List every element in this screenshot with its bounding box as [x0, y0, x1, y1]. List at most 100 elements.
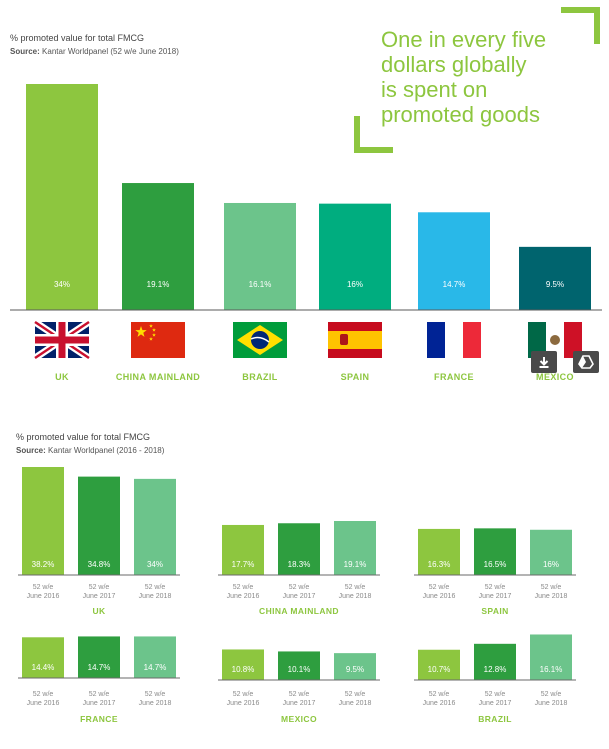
- panel-4-bar-label-3: 14.7%: [144, 663, 167, 672]
- download-button[interactable]: [531, 351, 557, 373]
- top-country-label-5: FRANCE: [434, 372, 474, 382]
- panel-4-tick-1: 52 w/e June 2016: [27, 691, 60, 707]
- panel-2-tick-2: 52 w/e June 2017: [283, 584, 316, 600]
- panel-2-bar-label-3: 19.1%: [344, 560, 367, 569]
- brazil-flag-icon: [233, 322, 287, 358]
- bracket-top-right: [561, 7, 600, 44]
- panel-6-tick-1: 52 w/e June 2016: [423, 691, 456, 707]
- panel-1-bar-1: [22, 467, 64, 575]
- panel-2-bar-1: [222, 524, 264, 575]
- bottom-chart-title: % promoted value for total FMCG: [16, 432, 151, 442]
- top-bar-label-6: 9.5%: [546, 280, 564, 289]
- uk-flag-icon: [33, 319, 91, 361]
- panel-3-title: SPAIN: [481, 606, 508, 616]
- bracket-bottom-left: [354, 116, 393, 153]
- top-source-label: Source:: [10, 47, 40, 56]
- panel-6-bar-label-3: 16.1%: [540, 665, 563, 674]
- panel-uk: 38.2% 52 w/e June 2016 34.8% 52 w/e June 2017…: [18, 467, 180, 616]
- panel-2-bar-2: [278, 523, 320, 575]
- panel-5-tick-2: 52 w/e June 2017: [283, 691, 316, 707]
- panel-3-bar-2: [474, 528, 516, 575]
- panel-5-bar-label-3: 9.5%: [346, 665, 364, 674]
- panel-2-title: CHINA MAINLAND: [259, 606, 339, 616]
- headline-line-4: promoted goods: [381, 102, 540, 127]
- panel-1-title: UK: [92, 606, 106, 616]
- bottom-source-label: Source:: [16, 446, 46, 455]
- panel-1-bar-3: [134, 478, 176, 575]
- panel-2-bar-3: [334, 521, 376, 575]
- panel-1-tick-2: 52 w/e June 2017: [83, 584, 116, 600]
- top-bar-chart: 34% 19.1% 16.1% 16% 14.7% 9.5% UK CHINA MAINLAN…: [10, 84, 602, 382]
- drive-button[interactable]: [573, 351, 599, 373]
- panel-1-bar-label-3: 34%: [147, 560, 163, 569]
- panel-4-bar-3: [134, 636, 176, 678]
- top-chart-title: % promoted value for total FMCG: [10, 33, 145, 43]
- top-bar-label-2: 19.1%: [147, 280, 170, 289]
- panel-3-bar-3: [530, 529, 572, 575]
- panel-6-bar-label-1: 10.7%: [428, 665, 451, 674]
- panel-3-tick-3: 52 w/e June 2018: [535, 584, 568, 600]
- panel-1-tick-1: 52 w/e June 2016: [27, 584, 60, 600]
- panel-6-bar-label-2: 12.8%: [484, 665, 507, 674]
- top-bar-5: [418, 212, 490, 310]
- panel-3-tick-1: 52 w/e June 2016: [423, 584, 456, 600]
- panel-4-title: FRANCE: [80, 714, 118, 724]
- top-bar-2: [122, 183, 194, 310]
- china-flag-icon: [131, 322, 185, 358]
- panel-china-mainland: 17.7% 52 w/e June 2016 18.3% 52 w/e June 2017…: [218, 521, 380, 616]
- panel-3-bar-label-3: 16%: [543, 560, 559, 569]
- panel-6-tick-2: 52 w/e June 2017: [479, 691, 512, 707]
- google-drive-icon: [578, 355, 594, 369]
- top-country-label-3: BRAZIL: [242, 372, 277, 382]
- top-bar-1: [26, 84, 98, 310]
- panel-1-bar-label-1: 38.2%: [32, 560, 55, 569]
- top-bar-label-3: 16.1%: [249, 280, 272, 289]
- mexico-flag-icon: [528, 322, 582, 358]
- bottom-chart-source: Source: Kantar Worldpanel (2016 - 2018): [16, 446, 164, 455]
- panel-5-bar-3: [334, 653, 376, 680]
- top-bar-3: [224, 202, 296, 310]
- panel-4-tick-2: 52 w/e June 2017: [83, 691, 116, 707]
- top-country-label-1: UK: [55, 372, 69, 382]
- panel-5-tick-3: 52 w/e June 2018: [339, 691, 372, 707]
- panel-6-tick-3: 52 w/e June 2018: [535, 691, 568, 707]
- panel-1-bar-2: [78, 476, 120, 575]
- panel-3-bar-1: [418, 528, 460, 575]
- panel-mexico: 10.8% 52 w/e June 2016 10.1% 52 w/e June 2017…: [218, 649, 380, 724]
- panel-1-bar-label-2: 34.8%: [88, 560, 111, 569]
- panel-3-tick-2: 52 w/e June 2017: [479, 584, 512, 600]
- panel-2-bar-label-1: 17.7%: [232, 560, 255, 569]
- panel-5-bar-label-2: 10.1%: [288, 665, 311, 674]
- top-bar-4: [319, 203, 391, 310]
- panel-6-bar-1: [418, 649, 460, 680]
- headline-brackets: [354, 7, 600, 153]
- panel-4-bar-label-1: 14.4%: [32, 663, 55, 672]
- panel-5-title: MEXICO: [281, 714, 317, 724]
- top-country-label-4: SPAIN: [341, 372, 370, 382]
- panel-france: 14.4% 52 w/e June 2016 14.7% 52 w/e June 2017…: [18, 636, 180, 724]
- panel-spain: 16.3% 52 w/e June 2016 16.5% 52 w/e June 2017…: [414, 528, 576, 616]
- bottom-source-text: Kantar Worldpanel (2016 - 2018): [48, 446, 165, 455]
- panel-4-tick-3: 52 w/e June 2018: [139, 691, 172, 707]
- panel-2-tick-1: 52 w/e June 2016: [227, 584, 260, 600]
- france-flag-icon: [427, 322, 481, 358]
- headline-line-2: dollars globally: [381, 52, 527, 77]
- panel-1-tick-3: 52 w/e June 2018: [139, 584, 172, 600]
- headline: One in every five dollars globally is sp…: [381, 27, 546, 127]
- headline-line-1: One in every five: [381, 27, 547, 52]
- panel-3-bar-label-1: 16.3%: [428, 560, 451, 569]
- panel-5-bar-2: [278, 651, 320, 680]
- panel-4-bar-2: [78, 636, 120, 678]
- top-bar-label-1: 34%: [54, 280, 70, 289]
- download-icon: [539, 357, 549, 368]
- headline-line-3: is spent on: [381, 77, 488, 102]
- panel-5-tick-1: 52 w/e June 2016: [227, 691, 260, 707]
- panel-4-bar-label-2: 14.7%: [88, 663, 111, 672]
- panel-5-bar-label-1: 10.8%: [232, 665, 255, 674]
- top-bar-6: [519, 246, 591, 310]
- panel-5-bar-1: [222, 649, 264, 680]
- panel-2-tick-3: 52 w/e June 2018: [339, 584, 372, 600]
- panel-3-bar-label-2: 16.5%: [484, 560, 507, 569]
- panel-2-bar-label-2: 18.3%: [288, 560, 311, 569]
